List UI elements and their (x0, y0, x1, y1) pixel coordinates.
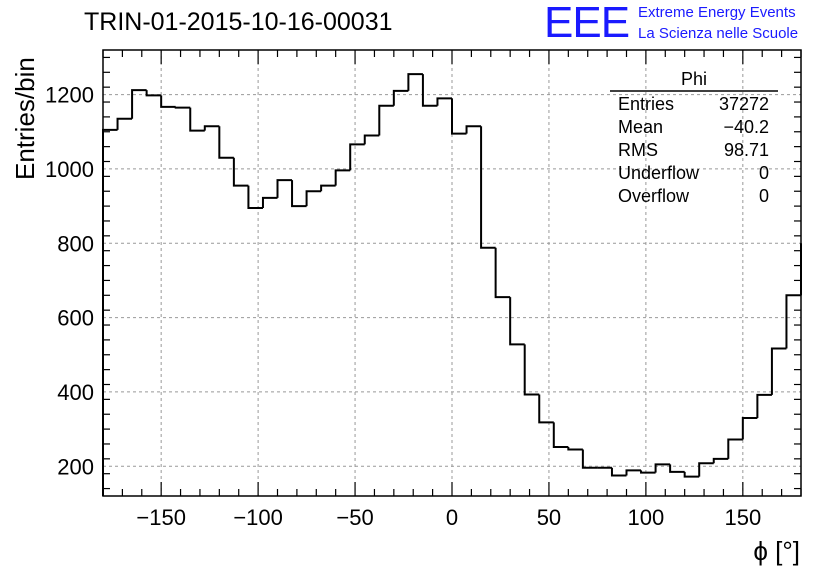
stats-label-entries: Entries (618, 94, 674, 114)
y-tick-label: 600 (57, 306, 94, 331)
stats-value-rms: 98.71 (724, 140, 769, 160)
histogram-bin (581, 449, 598, 469)
histogram-bin (523, 344, 540, 396)
y-axis-tick-labels: 200 400 600 800 1000 1200 (45, 83, 94, 480)
histogram-bin (741, 416, 758, 440)
y-tick-label: 400 (57, 380, 94, 405)
histogram-bin (160, 95, 176, 108)
histogram-bin (116, 117, 133, 130)
logo-letters: EEE (544, 0, 630, 47)
stats-title: Phi (681, 69, 707, 89)
x-tick-label: 0 (446, 505, 458, 530)
histogram-bin (247, 185, 263, 209)
histogram-bin (654, 463, 671, 473)
stats-value-underflow: 0 (759, 163, 769, 183)
stats-value-entries: 37272 (719, 94, 769, 114)
stats-box: Phi Entries 37272 Mean −40.2 RMS 98.71 U… (610, 69, 778, 206)
histogram-bin (378, 104, 394, 136)
x-tick-label: −50 (336, 505, 373, 530)
histogram-bin (552, 422, 569, 448)
histogram-bin (407, 73, 423, 91)
histogram-bin (320, 184, 336, 192)
histogram-bin (567, 446, 583, 451)
x-axis-tick-labels: −150 −100 −50 0 50 100 150 (136, 505, 761, 530)
histogram-bin (261, 196, 278, 208)
histogram-bin (203, 125, 220, 131)
histogram-bin (756, 393, 772, 418)
x-axis-title: ϕ [°] (753, 536, 800, 566)
histogram-bin (102, 128, 118, 496)
y-tick-label: 1000 (45, 157, 94, 182)
histogram-bin (683, 471, 700, 478)
histogram-bin (218, 126, 234, 159)
stats-label-mean: Mean (618, 117, 663, 137)
chart-title: TRIN-01-2015-10-16-00031 (84, 8, 393, 36)
histogram-bin (625, 469, 642, 476)
x-tick-label: 150 (724, 505, 761, 530)
histogram-bin (232, 157, 249, 187)
histogram-bin (392, 89, 409, 106)
x-tick-label: 50 (537, 505, 561, 530)
histogram-bin (305, 190, 322, 207)
histogram-bin (669, 464, 685, 473)
histogram-bin (770, 347, 787, 395)
axis-ticks (102, 50, 802, 496)
x-tick-label: 100 (628, 505, 665, 530)
stats-label-underflow: Underflow (618, 163, 700, 183)
stats-value-mean: −40.2 (723, 117, 769, 137)
histogram-bin (421, 74, 438, 107)
histogram-bin (640, 470, 656, 474)
stats-value-overflow: 0 (759, 186, 769, 206)
stats-label-overflow: Overflow (618, 186, 690, 206)
x-tick-label: −150 (136, 505, 186, 530)
histogram-bin (538, 394, 554, 424)
grid-lines (103, 50, 801, 496)
y-tick-label: 1200 (45, 83, 94, 108)
x-tick-label: −100 (233, 505, 283, 530)
histogram-bin (349, 143, 365, 171)
histogram-bin (698, 462, 714, 477)
stats-label-rms: RMS (618, 140, 658, 160)
histogram-bin (494, 247, 511, 299)
histogram-bin (334, 169, 351, 186)
histogram-bin (174, 106, 191, 109)
histogram-bin (276, 179, 293, 198)
eee-logo: EEE Extreme Energy Events La Scienza nel… (544, 0, 832, 48)
histogram-bin (465, 125, 482, 134)
histogram-bin (436, 97, 452, 106)
histogram-bin (131, 89, 147, 119)
y-tick-label: 800 (57, 231, 94, 256)
histogram-bin (291, 180, 307, 208)
y-tick-label: 200 (57, 454, 94, 479)
histogram-bin (712, 457, 729, 464)
histogram-bin (189, 107, 205, 132)
histogram-bin (610, 467, 627, 477)
histogram-bin (363, 134, 380, 145)
histogram-bin (145, 90, 162, 97)
logo-caption-line2: La Scienza nelle Scuole (638, 25, 799, 42)
y-axis-title: Entries/bin (10, 57, 40, 180)
histogram-bin (509, 297, 525, 346)
histogram-bin (480, 126, 496, 249)
logo-caption-line1: Extreme Energy Events (638, 4, 796, 21)
histogram-bin (451, 98, 467, 135)
histogram-bin (727, 438, 743, 459)
